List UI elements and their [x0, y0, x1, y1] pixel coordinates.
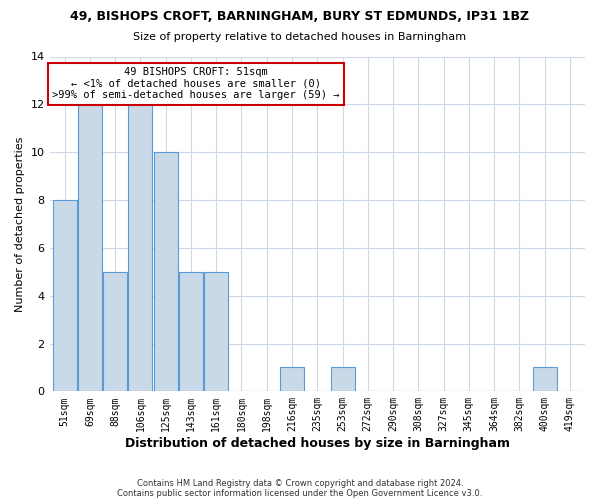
Bar — [331, 368, 355, 392]
Bar — [204, 272, 228, 392]
Bar — [53, 200, 77, 392]
Text: 49 BISHOPS CROFT: 51sqm
← <1% of detached houses are smaller (0)
>99% of semi-de: 49 BISHOPS CROFT: 51sqm ← <1% of detache… — [52, 68, 340, 100]
Bar — [280, 368, 304, 392]
Text: 49, BISHOPS CROFT, BARNINGHAM, BURY ST EDMUNDS, IP31 1BZ: 49, BISHOPS CROFT, BARNINGHAM, BURY ST E… — [70, 10, 530, 23]
Bar — [128, 104, 152, 392]
Bar — [533, 368, 557, 392]
Text: Contains HM Land Registry data © Crown copyright and database right 2024.: Contains HM Land Registry data © Crown c… — [137, 478, 463, 488]
Bar — [179, 272, 203, 392]
Text: Contains public sector information licensed under the Open Government Licence v3: Contains public sector information licen… — [118, 488, 482, 498]
Bar — [103, 272, 127, 392]
X-axis label: Distribution of detached houses by size in Barningham: Distribution of detached houses by size … — [125, 437, 510, 450]
Bar — [78, 104, 102, 392]
Y-axis label: Number of detached properties: Number of detached properties — [15, 136, 25, 312]
Bar — [154, 152, 178, 392]
Text: Size of property relative to detached houses in Barningham: Size of property relative to detached ho… — [133, 32, 467, 42]
